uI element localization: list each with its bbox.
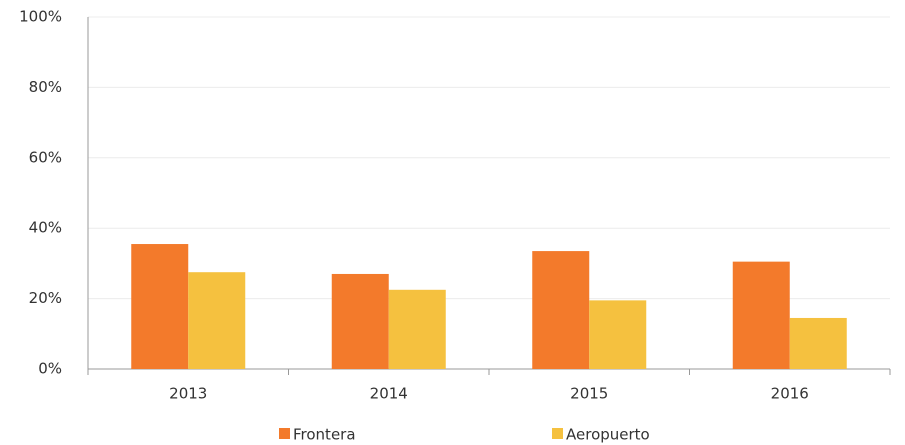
bar (131, 244, 189, 369)
legend-label: Aeropuerto (566, 426, 650, 444)
y-tick-label: 80% (29, 78, 62, 96)
legend-label: Frontera (293, 426, 356, 444)
bar (732, 261, 790, 369)
x-tick-label: 2015 (570, 385, 608, 403)
bar (532, 251, 590, 369)
y-tick-label: 20% (29, 289, 62, 307)
y-tick-label: 0% (38, 360, 62, 378)
bar (331, 273, 389, 369)
bar (388, 289, 446, 369)
x-tick-label: 2014 (370, 385, 408, 403)
bar (188, 272, 246, 369)
y-tick-label: 40% (29, 219, 62, 237)
x-tick-label: 2013 (169, 385, 207, 403)
y-tick-label: 60% (29, 148, 62, 166)
bar (789, 317, 847, 369)
legend-swatch (552, 428, 563, 439)
legend-swatch (279, 428, 290, 439)
y-tick-label: 100% (19, 8, 62, 26)
x-tick-label: 2016 (771, 385, 809, 403)
bar (589, 300, 647, 369)
